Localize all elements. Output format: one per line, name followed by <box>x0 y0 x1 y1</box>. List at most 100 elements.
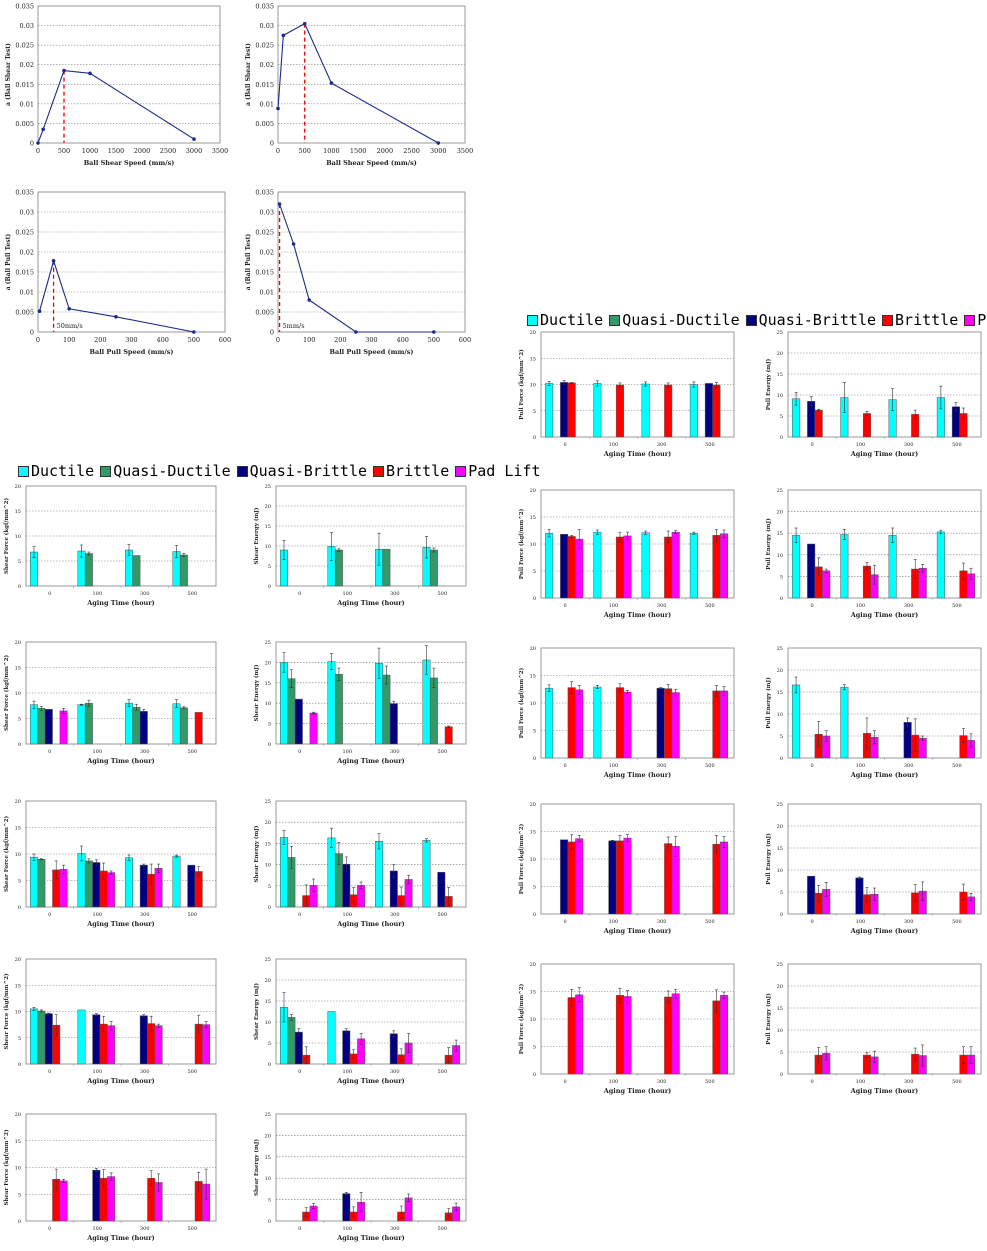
y-tick-label: 15 <box>530 674 536 680</box>
y-tick-label: 5 <box>533 1045 536 1051</box>
y-tick-label: 0.035 <box>255 189 274 197</box>
x-tick-label: 500 <box>437 591 447 597</box>
x-tick-label: 500 <box>437 749 447 755</box>
y-tick-label: 10 <box>15 852 21 858</box>
y-tick-label: 5 <box>780 574 783 580</box>
y-tick-label: 20 <box>530 962 536 968</box>
bar-chart-pull-force-3: 0 5 10 15 20 0 100 300 500 Aging Time (hour) Pull … <box>515 644 740 784</box>
bar-chart-pull-energy-1: 0 5 10 15 20 25 0 100 300 500 Aging Time (hour) Pul… <box>762 328 987 463</box>
x-tick-label: 100 <box>342 912 352 918</box>
bar-pad-lift <box>719 533 728 599</box>
y-axis-label: a (Ball Shear Test) <box>245 43 252 106</box>
x-tick-label: 500 <box>299 147 311 155</box>
y-tick-label: 20 <box>777 510 783 516</box>
x-tick-label: 300 <box>140 912 150 918</box>
x-tick-label: 300 <box>390 591 400 597</box>
bar-brittle <box>664 536 673 599</box>
y-tick-label: 25 <box>265 799 271 805</box>
x-tick-label: 0 <box>564 763 567 769</box>
x-tick-label: 500 <box>952 1079 962 1085</box>
y-axis-label: Pull Force (kgf/mm^2) <box>518 823 525 894</box>
x-tick-label: 1000 <box>82 147 99 155</box>
bar-pad-lift <box>107 1025 116 1065</box>
x-tick-label: 100 <box>63 336 75 344</box>
x-tick-label: 0 <box>276 336 280 344</box>
bar-brittle <box>712 690 721 759</box>
legend-item-quasi-ductile: Quasi-Ductile <box>100 462 231 480</box>
y-tick-label: 0.015 <box>15 269 34 277</box>
bar-brittle <box>862 413 871 438</box>
y-tick-label: 10 <box>15 691 21 697</box>
bar-chart-shear-energy-3: 0 5 10 15 20 25 0 100 300 500 Aging Time (hour) She… <box>250 797 472 933</box>
x-tick-label: 200 <box>94 336 106 344</box>
bar-brittle <box>664 843 673 915</box>
y-tick-label: 20 <box>530 646 536 652</box>
bar-ductile <box>77 853 86 908</box>
x-tick-label: 300 <box>390 1226 400 1232</box>
y-axis-label: Shear Energy (mJ) <box>253 664 260 721</box>
y-tick-label: 5 <box>533 729 536 735</box>
y-axis-label: Pull Energy (mJ) <box>765 677 772 729</box>
x-tick-label: 500 <box>705 442 715 448</box>
y-tick-label: 5 <box>18 879 21 885</box>
x-tick-label: 100 <box>856 763 866 769</box>
x-axis-label: Aging Time (hour) <box>850 611 919 619</box>
x-tick-label: 300 <box>390 1069 400 1075</box>
plot-area <box>37 5 221 144</box>
y-tick-label: 0 <box>780 756 783 762</box>
x-tick-label: 100 <box>609 442 619 448</box>
bar-ductile <box>545 687 554 759</box>
y-axis-label: Pull Energy (mJ) <box>765 358 772 410</box>
peak-annotation: 5mm/s <box>283 322 305 330</box>
y-tick-label: 15 <box>265 1155 271 1161</box>
chart-svg: 0 5 10 15 20 0 100 300 500 Aging Time (hour) Shear… <box>3 799 217 928</box>
y-tick-label: 0.03 <box>20 22 34 30</box>
x-tick-label: 0 <box>564 603 567 609</box>
y-tick-label: 0.005 <box>255 309 274 317</box>
y-tick-label: 0.02 <box>20 249 34 257</box>
y-tick-label: 15 <box>265 524 271 530</box>
bar-brittle <box>664 384 673 438</box>
bar-brittle <box>814 409 823 438</box>
y-tick-label: 15 <box>777 846 783 852</box>
bar-ductile <box>422 840 431 908</box>
bar-ductile <box>792 535 801 599</box>
y-tick-label: 0.03 <box>20 209 34 217</box>
bar-quasi-ductile <box>179 707 188 745</box>
x-axis-label: Aging Time (hour) <box>603 450 672 458</box>
y-tick-label: 15 <box>777 372 783 378</box>
y-tick-label: 0.01 <box>20 100 34 108</box>
y-tick-label: 20 <box>15 640 21 646</box>
y-tick-label: 0 <box>780 435 783 441</box>
y-tick-label: 10 <box>530 701 536 707</box>
bar-chart-pull-energy-5: 0 5 10 15 20 25 0 100 300 500 Aging Time (hour) Pul… <box>762 960 987 1100</box>
y-axis-label: a (Ball Shear Test) <box>5 43 12 106</box>
bar-brittle <box>615 384 624 438</box>
y-tick-label: 0.035 <box>15 3 34 11</box>
bar-pad-lift <box>671 692 680 759</box>
x-tick-label: 100 <box>342 1226 352 1232</box>
legend-item-ductile: Ductile <box>527 311 603 329</box>
y-axis-label: Shear Energy (mJ) <box>253 507 260 564</box>
y-axis-label: Pull Force (kgf/mm^2) <box>518 667 525 738</box>
bar-pad-lift <box>309 712 318 745</box>
bar-quasi-brittle <box>560 534 569 599</box>
y-tick-label: 20 <box>777 668 783 674</box>
plot-area <box>277 5 466 144</box>
x-tick-label: 100 <box>92 749 102 755</box>
y-tick-label: 20 <box>265 820 271 826</box>
legend-pull: Ductile Quasi-Ductile Quasi-Brittle Brit… <box>527 311 987 329</box>
x-axis-label: Aging Time (hour) <box>603 927 672 935</box>
bar-pad-lift <box>575 689 584 759</box>
y-axis-label: Pull Force (kgf/mm^2) <box>518 508 525 579</box>
x-tick-label: 3000 <box>186 147 203 155</box>
y-tick-label: 5 <box>18 717 21 723</box>
y-tick-label: 20 <box>530 330 536 336</box>
bar-brittle <box>444 726 453 745</box>
bar-pad-lift <box>719 690 728 759</box>
bar-quasi-brittle <box>44 1013 53 1065</box>
bar-chart-shear-force-4: 0 5 10 15 20 0 100 300 500 Aging Time (hour) Shear… <box>0 955 222 1090</box>
bar-ductile <box>77 1009 86 1065</box>
x-tick-label: 2500 <box>403 147 420 155</box>
y-tick-label: 5 <box>533 569 536 575</box>
